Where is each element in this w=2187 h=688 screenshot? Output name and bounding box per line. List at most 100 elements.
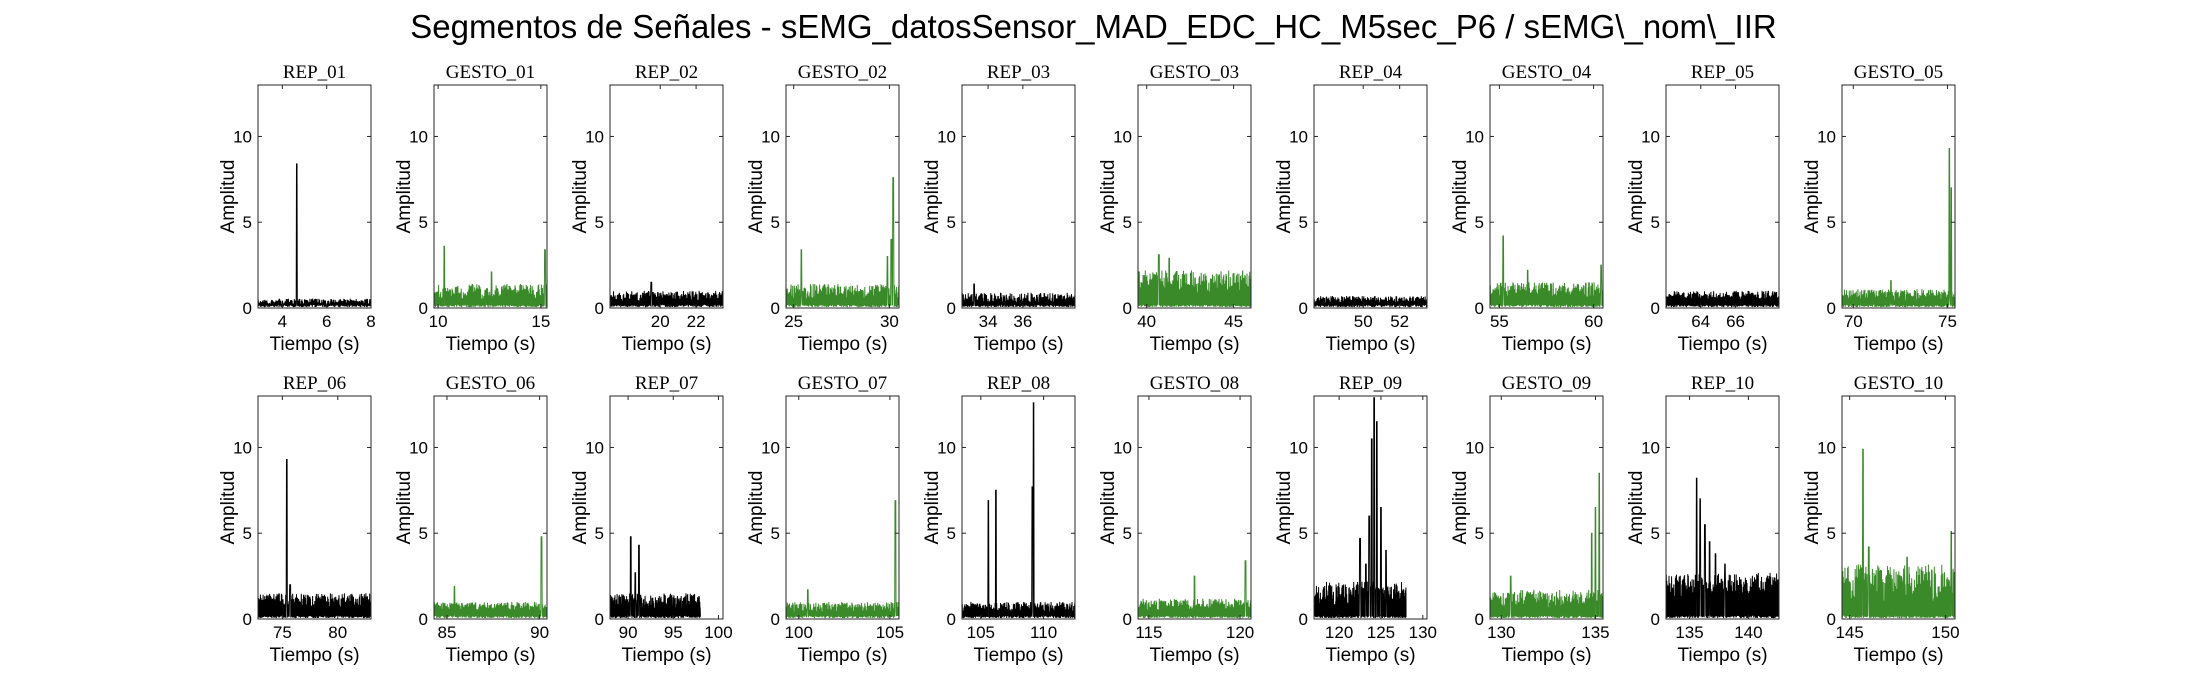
y-axis-label: Amplitud <box>218 160 239 234</box>
y-tick-label: 5 <box>1827 524 1836 543</box>
subplot: 0 5 10 40 45 GESTO_03 Tiempo (s) Amplitud <box>1098 62 1252 355</box>
signal-line <box>1665 290 1780 308</box>
x-tick-label: 145 <box>1835 623 1863 642</box>
x-axis-label: Tiempo (s) <box>797 645 887 666</box>
x-tick-label: 15 <box>531 312 550 331</box>
subplot-title: GESTO_03 <box>1150 62 1239 83</box>
signal-line <box>1665 477 1780 619</box>
y-axis-label: Amplitud <box>1450 160 1471 234</box>
x-tick-label: 20 <box>651 312 670 331</box>
y-tick-label: 5 <box>771 524 780 543</box>
x-tick-label: 50 <box>1354 312 1373 331</box>
x-axis-label: Tiempo (s) <box>1501 334 1591 355</box>
x-tick-label: 4 <box>278 312 287 331</box>
y-tick-label: 5 <box>947 213 956 232</box>
x-tick-label: 64 <box>1691 312 1710 331</box>
signal-line <box>1841 148 1956 308</box>
x-tick-label: 115 <box>1135 623 1162 642</box>
x-tick-label: 40 <box>1137 312 1156 331</box>
subplot-title: REP_02 <box>635 62 698 83</box>
subplot-title: GESTO_04 <box>1502 62 1592 83</box>
y-tick-label: 0 <box>1123 610 1132 629</box>
axes-box <box>609 395 724 620</box>
x-tick-label: 105 <box>876 623 904 642</box>
y-axis-label: Amplitud <box>570 471 591 545</box>
y-tick-label: 0 <box>243 299 252 318</box>
x-axis-label: Tiempo (s) <box>797 334 887 355</box>
subplot-title: GESTO_01 <box>446 62 535 83</box>
x-tick-label: 45 <box>1224 312 1243 331</box>
x-axis-label: Tiempo (s) <box>1501 645 1591 666</box>
y-tick-label: 5 <box>595 213 604 232</box>
axes-box <box>609 84 724 309</box>
x-tick-label: 130 <box>1409 623 1437 642</box>
signal-line <box>1137 254 1252 308</box>
x-tick-label: 60 <box>1584 312 1603 331</box>
x-tick-label: 66 <box>1726 312 1745 331</box>
x-tick-label: 85 <box>438 623 457 642</box>
y-tick-label: 5 <box>419 213 428 232</box>
y-tick-label: 0 <box>1827 610 1836 629</box>
subplot: 0 5 10 20 22 REP_02 Tiempo (s) Amplitud <box>570 62 724 355</box>
axes-box <box>1489 395 1604 620</box>
y-tick-label: 0 <box>595 610 604 629</box>
subplot: 0 5 10 25 30 GESTO_02 Tiempo (s) Amplitud <box>746 62 900 355</box>
subplot: 0 5 10 50 52 REP_04 Tiempo (s) Amplitud <box>1274 62 1428 355</box>
y-tick-label: 5 <box>1299 524 1308 543</box>
axes-box <box>1665 84 1780 309</box>
x-axis-label: Tiempo (s) <box>973 334 1063 355</box>
x-tick-label: 120 <box>1325 623 1353 642</box>
y-axis-label: Amplitud <box>394 160 415 234</box>
subplot-title: GESTO_07 <box>798 373 887 394</box>
axes-box <box>1489 84 1604 309</box>
axes-box <box>1841 84 1956 309</box>
axes-box <box>1841 395 1956 620</box>
subplot-title: REP_01 <box>283 62 346 83</box>
y-axis-label: Amplitud <box>1098 471 1119 545</box>
subplot-title: REP_06 <box>283 373 346 394</box>
x-tick-label: 30 <box>880 312 899 331</box>
x-tick-label: 52 <box>1390 312 1409 331</box>
x-tick-label: 125 <box>1367 623 1395 642</box>
x-axis-label: Tiempo (s) <box>1853 334 1943 355</box>
signal-line <box>1489 235 1604 308</box>
subplot: 0 5 10 75 80 REP_06 Tiempo (s) Amplitud <box>218 373 372 666</box>
axes-box <box>961 395 1076 620</box>
subplot-title: REP_03 <box>987 62 1050 83</box>
y-axis-label: Amplitud <box>1626 471 1647 545</box>
x-axis-label: Tiempo (s) <box>621 645 711 666</box>
axes-box <box>961 84 1076 309</box>
x-tick-label: 25 <box>784 312 803 331</box>
y-axis-label: Amplitud <box>1802 471 1823 545</box>
subplot: 0 5 10 105 110 REP_08 Tiempo (s) Amplitud <box>922 373 1076 666</box>
y-tick-label: 10 <box>409 438 428 457</box>
subplot-title: REP_04 <box>1339 62 1403 83</box>
y-tick-label: 0 <box>1475 299 1484 318</box>
x-tick-label: 110 <box>1030 623 1057 642</box>
signal-line <box>433 536 548 619</box>
y-tick-label: 0 <box>419 610 428 629</box>
subplot: 0 5 10 10 15 GESTO_01 Tiempo (s) Amplitud <box>394 62 550 355</box>
y-tick-label: 5 <box>1827 213 1836 232</box>
axes-box <box>1313 395 1428 620</box>
x-axis-label: Tiempo (s) <box>269 645 359 666</box>
subplot-title: GESTO_10 <box>1854 373 1943 394</box>
x-tick-label: 22 <box>687 312 706 331</box>
axes-box <box>1665 395 1780 620</box>
signal-line <box>785 177 900 308</box>
subplot: 0 5 10 55 60 GESTO_04 Tiempo (s) Amplitud <box>1450 62 1604 355</box>
y-tick-label: 5 <box>1651 524 1660 543</box>
signal-line <box>257 163 372 308</box>
subplot-title: REP_08 <box>987 373 1050 394</box>
y-tick-label: 10 <box>1641 438 1660 457</box>
y-axis-label: Amplitud <box>1450 471 1471 545</box>
y-tick-label: 0 <box>771 610 780 629</box>
y-tick-label: 10 <box>1465 127 1484 146</box>
axes-box <box>433 395 548 620</box>
y-tick-label: 10 <box>1113 127 1132 146</box>
subplot-title: GESTO_09 <box>1502 373 1591 394</box>
y-tick-label: 5 <box>771 213 780 232</box>
x-tick-label: 75 <box>1938 312 1957 331</box>
signal-line <box>1313 397 1407 619</box>
